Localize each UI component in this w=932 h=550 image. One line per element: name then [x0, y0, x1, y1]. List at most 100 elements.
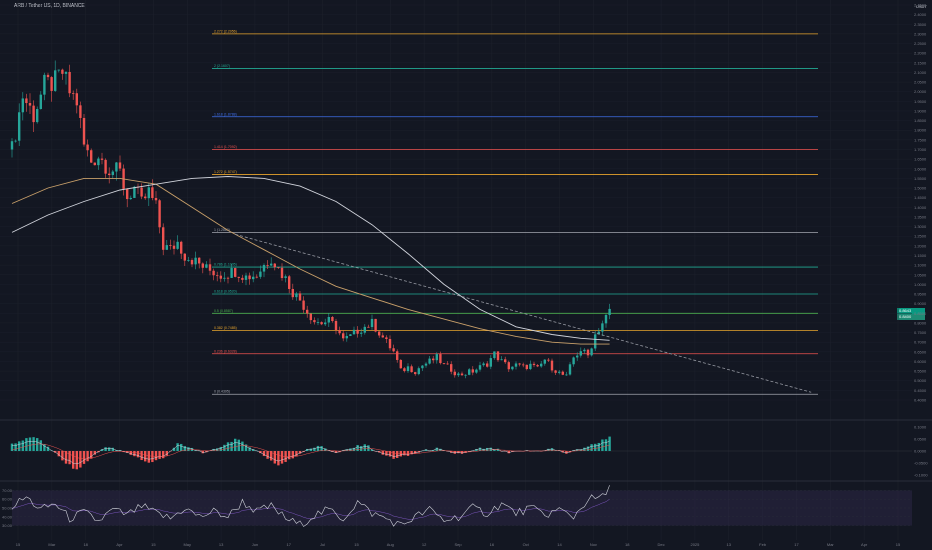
x-tick-label: Jun: [252, 542, 258, 547]
candle-body: [586, 349, 590, 356]
x-tick-label: 15: [896, 542, 901, 547]
histogram-bar: [68, 451, 71, 465]
candle-body: [496, 351, 500, 361]
trendline-dashed: [235, 233, 812, 393]
histogram-bar: [439, 448, 442, 451]
candle-body: [21, 98, 24, 113]
histogram-bar: [205, 451, 208, 453]
histogram-bar: [363, 444, 366, 451]
candle-body: [162, 227, 165, 250]
candle-body: [525, 364, 528, 370]
histogram-bar: [345, 449, 348, 451]
candle-body: [450, 364, 453, 372]
candle-body: [165, 245, 168, 250]
histogram-bar: [147, 451, 150, 463]
candle-body: [129, 197, 132, 200]
histogram-bar: [309, 448, 312, 451]
candle-body: [583, 349, 586, 352]
histogram-bar: [93, 451, 96, 455]
candle-body: [154, 198, 158, 201]
x-tick-label: Sep: [454, 542, 462, 547]
histogram-bar: [230, 441, 233, 451]
histogram-bar: [39, 440, 42, 451]
x-tick-label: May: [183, 542, 191, 547]
countdown-price-tag: 0.8400: [897, 313, 925, 320]
y-tick-label: 2.2500: [914, 41, 927, 46]
histogram-bar: [165, 451, 168, 456]
histogram-bar: [180, 443, 183, 451]
candle-body: [126, 188, 129, 200]
y-tick-label: 0.8500: [914, 311, 927, 316]
candle-body: [241, 277, 244, 280]
candle-body: [61, 69, 64, 74]
candle-body: [284, 276, 287, 279]
candle-body: [324, 322, 327, 325]
candle-body: [342, 333, 345, 339]
candle-body: [212, 270, 215, 276]
histogram-bar: [28, 437, 32, 451]
candle-body: [169, 245, 172, 246]
candle-body: [118, 162, 122, 169]
y-tick-label: 2.4000: [914, 12, 927, 17]
currency-label: USDT: [916, 4, 927, 9]
candle-body: [320, 322, 323, 325]
candle-body: [133, 186, 136, 198]
x-tick-label: 15: [151, 542, 156, 547]
y-tick-label: 2.3500: [914, 22, 927, 27]
x-tick-label: Nov: [590, 542, 597, 547]
histogram-bar: [183, 446, 186, 451]
candle-body: [54, 70, 57, 91]
fib-level-label: 1.414 (1.7092): [214, 145, 237, 149]
candle-body: [176, 241, 179, 249]
candle-body: [273, 263, 276, 268]
fib-level-label: 2 (2.1607): [214, 64, 230, 68]
x-tick-label: Mar: [48, 542, 56, 547]
histogram-bar: [424, 449, 428, 451]
candle-body: [460, 373, 464, 376]
histogram-bar: [334, 451, 338, 453]
candle-body: [190, 260, 194, 265]
histogram-bar: [478, 447, 482, 451]
oscillator-tick-label: 60.00: [2, 497, 13, 502]
candle-body: [522, 364, 525, 366]
candle-body: [331, 316, 334, 321]
candle-body: [172, 245, 176, 249]
histogram-bar: [259, 451, 262, 454]
candle-body: [144, 196, 147, 199]
histogram-bar: [370, 449, 374, 451]
x-tick-label: 17: [287, 542, 292, 547]
histogram-bar: [241, 441, 244, 451]
x-tick-label: Apr: [861, 542, 868, 547]
candle-body: [363, 326, 366, 333]
candle-body: [594, 334, 597, 349]
candle-body: [57, 69, 60, 71]
candle-body: [10, 141, 14, 150]
candle-body: [547, 359, 550, 361]
y-tick-label: 1.7000: [914, 147, 927, 152]
candle-body: [104, 159, 107, 174]
y-tick-label: 1.3000: [914, 224, 927, 229]
candle-body: [388, 339, 392, 349]
histogram-bar: [306, 448, 309, 451]
candle-body: [259, 271, 262, 277]
fib-level-label: 2.272 (2.2956): [214, 29, 237, 33]
histogram-bar: [100, 449, 104, 451]
candle-body: [493, 351, 496, 359]
fib-level-label: 0.236 (0.6328): [214, 349, 237, 353]
histogram-bar: [234, 438, 237, 451]
candle-body: [464, 374, 467, 376]
histogram-bar: [270, 451, 273, 461]
candle-body: [252, 276, 255, 280]
candle-body: [414, 372, 417, 375]
candle-body: [111, 171, 114, 176]
y-tick-label: 0.9000: [914, 301, 927, 306]
candle-body: [234, 268, 237, 277]
x-tick-label: 16: [490, 542, 495, 547]
candle-body: [507, 362, 510, 370]
candle-body: [291, 288, 294, 298]
candle-body: [180, 241, 183, 254]
candle-body: [554, 370, 557, 373]
y-tick-label: 1.1000: [914, 263, 927, 268]
candle-body: [471, 369, 474, 373]
